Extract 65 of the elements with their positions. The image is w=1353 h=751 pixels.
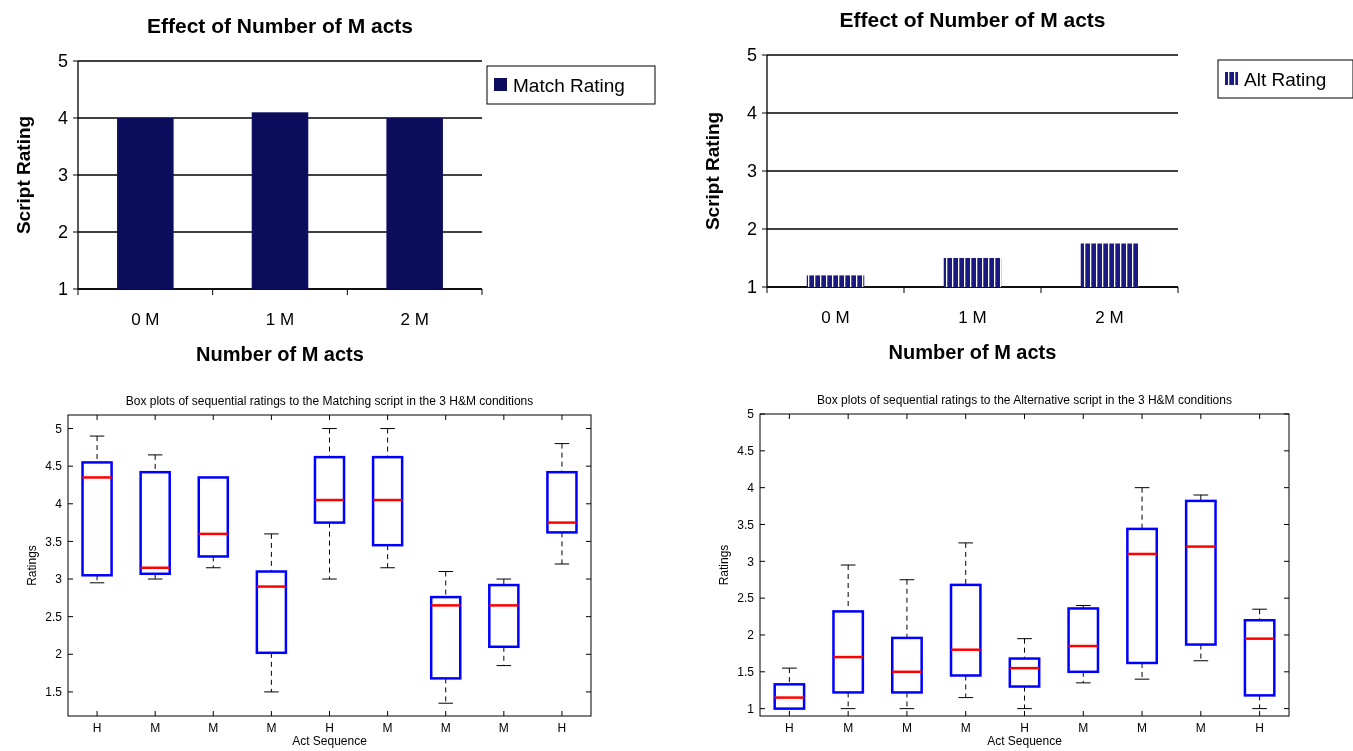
y-tick-label: 1 xyxy=(747,701,755,716)
x-tick-label: M xyxy=(498,721,509,735)
chart-title: Box plots of sequential ratings to the Matching script in the 3 H&M conditions xyxy=(125,394,534,408)
y-tick-label: 3.5 xyxy=(737,517,755,532)
y-tick-label: 3.5 xyxy=(45,534,63,549)
y-tick-label: 5 xyxy=(747,407,755,422)
y-tick-label: 4.5 xyxy=(737,444,755,459)
x-tick-label: 1 M xyxy=(265,310,295,329)
y-tick-label: 2 xyxy=(55,647,63,662)
y-tick-label: 5 xyxy=(55,421,63,436)
x-axis-title: Number of M acts xyxy=(196,343,364,365)
chart-title: Box plots of sequential ratings to the Alternative script in the 3 H&M conditions xyxy=(817,393,1232,407)
x-tick-label: 1 M xyxy=(958,308,987,327)
x-axis-title: Act Sequence xyxy=(987,734,1063,748)
y-tick-label: 5 xyxy=(746,45,757,66)
y-axis-title: Script Rating xyxy=(13,115,34,235)
y-tick-label: 2 xyxy=(747,628,755,643)
x-tick-label: M xyxy=(960,721,971,735)
x-tick-label: H xyxy=(1020,721,1029,735)
y-axis-title: Ratings xyxy=(25,545,39,586)
x-tick-label: M xyxy=(266,721,277,735)
x-tick-label: M xyxy=(150,721,161,735)
y-tick-label: 4 xyxy=(57,108,68,129)
x-tick-label: H xyxy=(1255,721,1264,735)
x-tick-label: M xyxy=(843,721,854,735)
y-tick-label: 3 xyxy=(57,165,68,186)
y-tick-label: 1 xyxy=(746,277,757,298)
y-tick-label: 5 xyxy=(57,51,68,72)
x-tick-label: M xyxy=(382,721,393,735)
chart-title: Effect of Number of M acts xyxy=(146,14,414,37)
legend-label: Match Rating xyxy=(513,74,625,96)
x-tick-label: H xyxy=(325,721,334,735)
x-tick-label: H xyxy=(557,721,567,735)
x-axis-title: Number of M acts xyxy=(888,341,1057,363)
legend-label: Alt Rating xyxy=(1244,68,1327,90)
y-tick-label: 4 xyxy=(55,497,63,511)
y-tick-label: 2.5 xyxy=(737,591,755,606)
x-tick-label: M xyxy=(440,721,451,735)
x-tick-label: M xyxy=(901,721,912,735)
y-tick-label: 2.5 xyxy=(45,609,63,624)
x-axis-title: Act Sequence xyxy=(292,734,368,748)
y-tick-label: 4 xyxy=(747,480,755,495)
y-tick-label: 3 xyxy=(746,161,757,182)
x-tick-label: M xyxy=(1078,721,1089,735)
chart-title: Effect of Number of M acts xyxy=(839,8,1106,31)
x-tick-label: H xyxy=(785,721,794,735)
y-tick-label: 4.5 xyxy=(45,459,63,474)
x-tick-label: 0 M xyxy=(131,310,160,329)
y-tick-label: 2 xyxy=(57,222,68,243)
x-tick-label: M xyxy=(208,721,219,735)
y-tick-label: 4 xyxy=(746,103,757,124)
x-tick-label: H xyxy=(92,721,102,735)
y-axis-title: Ratings xyxy=(717,544,731,586)
y-tick-label: 2 xyxy=(746,219,757,240)
y-tick-label: 3 xyxy=(747,554,755,569)
x-tick-label: M xyxy=(1137,721,1148,735)
x-tick-label: 0 M xyxy=(821,308,850,327)
x-tick-label: 2 M xyxy=(400,310,429,329)
x-tick-label: M xyxy=(1195,721,1206,735)
y-tick-label: 1.5 xyxy=(737,665,755,679)
y-axis-title: Script Rating xyxy=(702,111,723,231)
y-tick-label: 1.5 xyxy=(45,685,63,700)
x-tick-label: 2 M xyxy=(1095,308,1124,327)
y-tick-label: 3 xyxy=(55,572,63,587)
y-tick-label: 1 xyxy=(57,279,68,300)
